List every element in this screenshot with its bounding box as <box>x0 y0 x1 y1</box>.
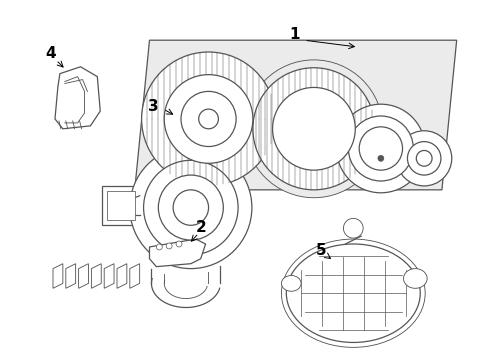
Ellipse shape <box>286 244 419 342</box>
Polygon shape <box>102 186 140 225</box>
Ellipse shape <box>396 131 451 186</box>
Ellipse shape <box>359 127 402 170</box>
Text: 3: 3 <box>148 99 159 114</box>
Polygon shape <box>107 191 135 220</box>
Circle shape <box>176 241 182 247</box>
Polygon shape <box>117 264 126 288</box>
Circle shape <box>343 219 363 238</box>
Ellipse shape <box>142 52 275 186</box>
Ellipse shape <box>181 91 236 147</box>
Circle shape <box>166 243 172 249</box>
Ellipse shape <box>252 68 374 190</box>
Ellipse shape <box>143 160 238 255</box>
Text: 2: 2 <box>195 220 205 235</box>
Polygon shape <box>79 264 88 288</box>
Ellipse shape <box>336 104 424 193</box>
Ellipse shape <box>407 141 440 175</box>
Ellipse shape <box>281 275 301 291</box>
Ellipse shape <box>158 175 223 240</box>
Circle shape <box>156 244 162 250</box>
Polygon shape <box>66 264 76 288</box>
Circle shape <box>377 156 383 161</box>
Ellipse shape <box>244 60 382 198</box>
Ellipse shape <box>403 269 426 288</box>
Ellipse shape <box>164 75 252 163</box>
Polygon shape <box>55 67 100 129</box>
Polygon shape <box>91 264 101 288</box>
Ellipse shape <box>173 190 208 225</box>
Ellipse shape <box>347 116 412 181</box>
Polygon shape <box>129 264 140 288</box>
Ellipse shape <box>129 147 251 269</box>
Ellipse shape <box>198 109 218 129</box>
Polygon shape <box>135 40 456 190</box>
Polygon shape <box>149 239 205 267</box>
Polygon shape <box>104 264 114 288</box>
Polygon shape <box>53 264 63 288</box>
Text: 4: 4 <box>45 46 56 62</box>
Ellipse shape <box>272 87 355 170</box>
Ellipse shape <box>415 150 431 166</box>
Text: 1: 1 <box>288 27 299 42</box>
Text: 5: 5 <box>315 243 325 258</box>
